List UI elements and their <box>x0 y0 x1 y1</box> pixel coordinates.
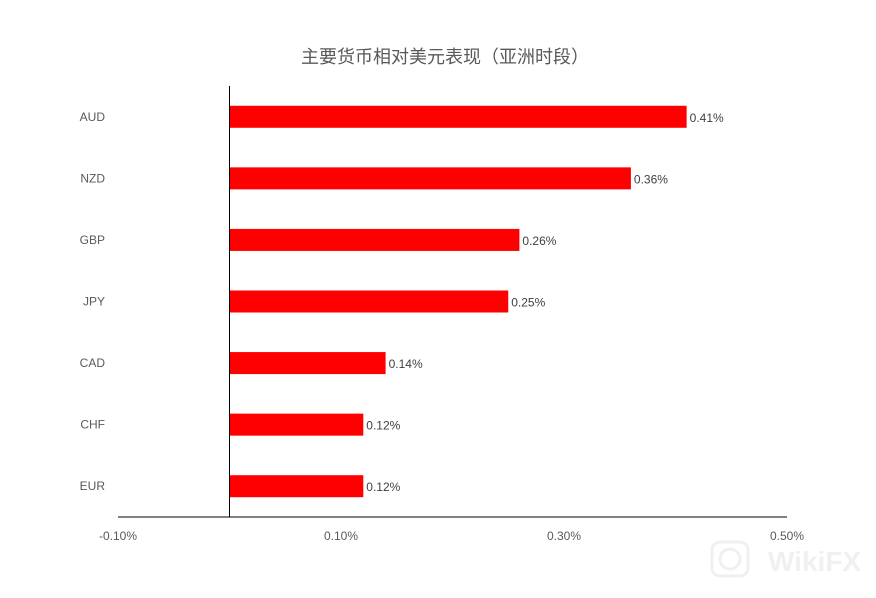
category-label: EUR <box>80 479 106 493</box>
data-label: 0.12% <box>366 480 400 494</box>
bar-aud <box>229 105 687 128</box>
bar-jpy <box>229 290 509 313</box>
category-label: AUD <box>80 110 106 124</box>
watermark-logo: WikiFX <box>710 540 861 578</box>
data-label: 0.25% <box>511 296 545 310</box>
svg-text:WikiFX: WikiFX <box>768 546 861 577</box>
data-label: 0.14% <box>389 357 423 371</box>
category-label: JPY <box>83 295 105 309</box>
bar-cad <box>229 352 386 375</box>
category-label: GBP <box>80 233 105 247</box>
category-label: CAD <box>80 356 106 370</box>
x-tick-label: 0.50% <box>770 529 804 543</box>
data-label: 0.36% <box>634 172 668 186</box>
bar-eur <box>229 475 364 498</box>
bar-gbp <box>229 228 520 251</box>
x-tick-label: 0.30% <box>547 529 581 543</box>
chart-title: 主要货币相对美元表现（亚洲时段） <box>301 47 589 67</box>
x-tick-label: -0.10% <box>99 529 137 543</box>
data-label: 0.12% <box>366 419 400 433</box>
bar-chf <box>229 413 364 436</box>
category-label: CHF <box>80 418 105 432</box>
x-tick-label: 0.10% <box>324 529 358 543</box>
data-label: 0.26% <box>522 234 556 248</box>
data-label: 0.41% <box>690 111 724 125</box>
bar-nzd <box>229 167 631 190</box>
category-label: NZD <box>80 171 105 185</box>
